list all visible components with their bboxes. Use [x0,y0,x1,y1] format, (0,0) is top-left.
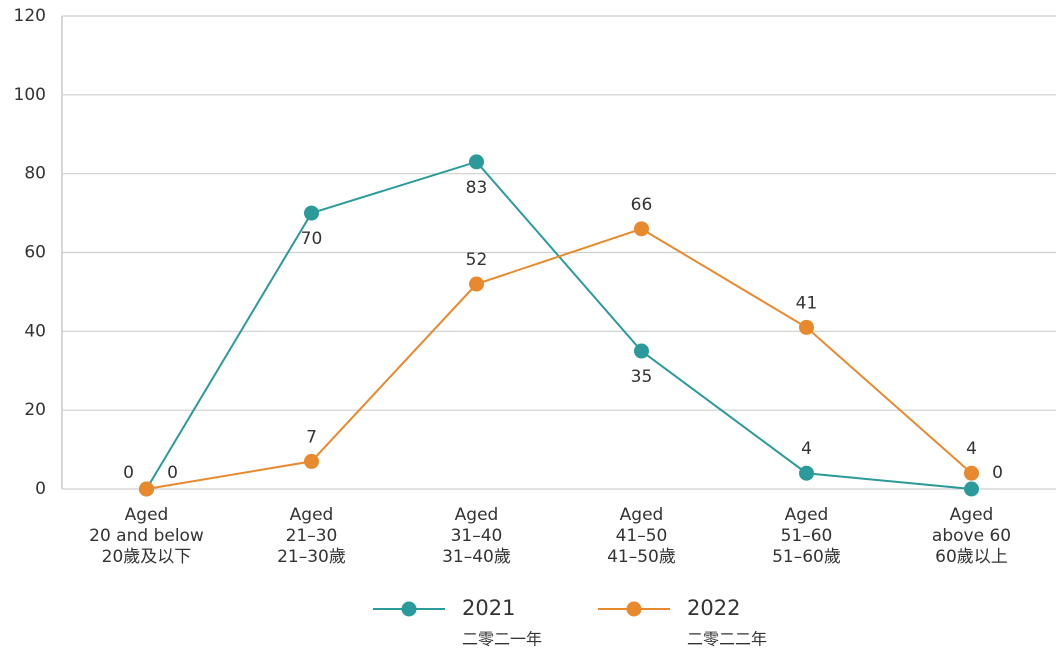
legend-label: 2022 [687,596,740,620]
x-tick-label: above 60 [932,526,1011,546]
data-label: 52 [466,250,488,270]
x-tick-label: Aged [455,505,499,525]
y-tick-label: 80 [24,164,46,184]
data-label: 4 [966,439,977,459]
x-tick-label: 20歲及以下 [102,547,192,567]
x-tick-label: 60歲以上 [935,547,1008,567]
data-label: 66 [631,195,653,215]
y-tick-label: 0 [35,479,46,499]
x-tick-label: Aged [950,505,994,525]
x-tick-label: 20 and below [89,526,204,546]
data-label: 83 [466,178,488,198]
data-label: 35 [631,367,653,387]
point [304,205,319,221]
point [469,154,484,170]
legend-sublabel: 二零二二年 [687,630,767,649]
series-line [146,227,973,490]
y-tick-label: 20 [24,400,46,420]
point [469,276,484,292]
data-label: 41 [796,293,818,313]
x-tick-label: 51–60歲 [772,547,841,567]
legend-marker [401,601,417,617]
point [799,465,814,481]
x-tick-label: 41–50 [616,526,668,546]
data-label: 70 [301,229,323,249]
data-label: 0 [167,463,178,483]
x-tick-label: Aged [620,505,664,525]
x-tick-label: 41–50歲 [607,547,676,567]
y-tick-label: 40 [24,321,46,341]
data-label: 0 [992,463,1003,483]
y-tick-label: 100 [14,85,46,105]
x-tick-label: Aged [290,505,334,525]
x-tick-label: Aged [125,505,169,525]
point [634,343,649,359]
x-tick-label: 21–30歲 [277,547,346,567]
point [634,221,649,237]
x-tick-label: Aged [785,505,829,525]
point [304,453,319,469]
point [964,481,979,497]
point [964,465,979,481]
point [139,481,154,497]
legend-label: 2021 [462,596,515,620]
y-tick-label: 60 [24,243,46,263]
data-label: 0 [123,463,134,483]
series-line [145,160,972,490]
data-label: 7 [306,427,317,447]
x-tick-label: 31–40 [451,526,503,546]
x-tick-label: 31–40歲 [442,547,511,567]
point [799,319,814,335]
legend-sublabel: 二零二一年 [462,630,542,649]
data-label: 4 [801,439,812,459]
x-tick-label: 51–60 [781,526,833,546]
y-tick-label: 120 [14,6,46,26]
x-tick-label: 21–30 [286,526,338,546]
legend-marker [626,601,642,617]
